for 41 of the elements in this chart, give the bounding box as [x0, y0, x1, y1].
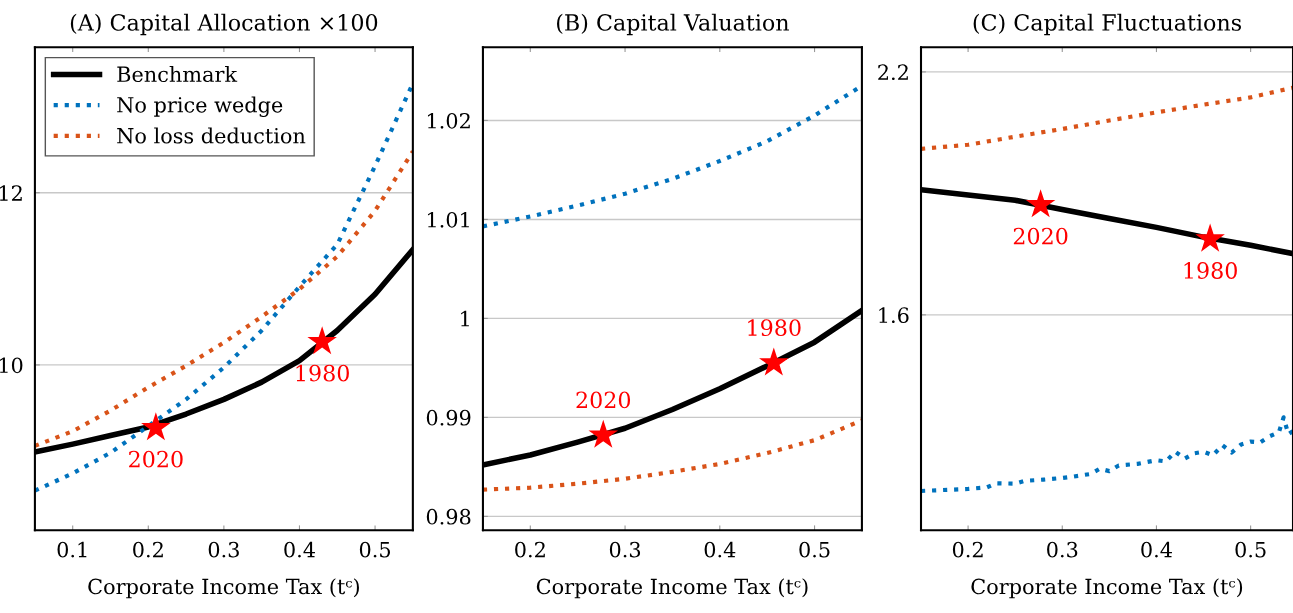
chart-title: (C) Capital Fluctuations	[973, 13, 1241, 36]
line-series	[921, 415, 1293, 494]
line-series	[34, 149, 413, 448]
x-tick-label: 0.4	[704, 541, 736, 558]
annotation: 1980	[748, 319, 801, 337]
y-tick-label: 1	[461, 310, 469, 327]
x-tick-label: 0.3	[609, 541, 641, 558]
x-tick-label: 0.3	[208, 541, 239, 558]
x-tick-label: 0.5	[359, 541, 391, 558]
legend-label: Benchmark	[117, 65, 238, 83]
x-tick-label: 0.2	[515, 541, 545, 558]
y-tick-label: 10	[0, 357, 23, 374]
x-tick-label: 0.2	[952, 541, 983, 558]
line-series	[921, 85, 1293, 151]
x-tick-label: 0.4	[1141, 541, 1172, 558]
x-tick-label: 0.4	[284, 541, 315, 558]
y-tick-label: 1.01	[427, 211, 469, 228]
chart-title: (B) Capital Valuation	[557, 13, 789, 36]
y-tick-label: 1.02	[427, 112, 470, 129]
y-tick-label: 0.98	[426, 508, 471, 525]
annotation: 2020	[576, 391, 631, 409]
annotation: 1980	[1184, 262, 1237, 279]
y-tick-label: 12	[0, 185, 22, 201]
x-axis-title: Corporate Income Tax (tᶜ)	[536, 578, 808, 599]
annotation: 2020	[1013, 227, 1068, 245]
x-tick-label: 0.3	[1047, 541, 1078, 558]
x-tick-label: 0.1	[57, 541, 87, 558]
annotation: 2020	[129, 450, 183, 468]
x-tick-label: 0.2	[133, 541, 163, 558]
y-tick-label: 1.6	[879, 307, 909, 324]
line-series	[482, 418, 862, 492]
y-tick-label: 0.99	[426, 409, 471, 426]
x-tick-label: 0.5	[1235, 541, 1266, 558]
x-axis-title: Corporate Income Tax (tᶜ)	[88, 578, 359, 599]
chart-title: (A) Capital Allocation ×100	[70, 13, 378, 36]
legend-label: No price wedge	[117, 96, 283, 117]
y-tick-label: 2.2	[878, 64, 908, 81]
legend-label: No loss deduction	[117, 127, 306, 144]
annotation: 1980	[296, 364, 349, 382]
x-tick-label: 0.5	[799, 541, 830, 558]
x-axis-title: Corporate Income Tax (tᶜ)	[971, 578, 1243, 599]
